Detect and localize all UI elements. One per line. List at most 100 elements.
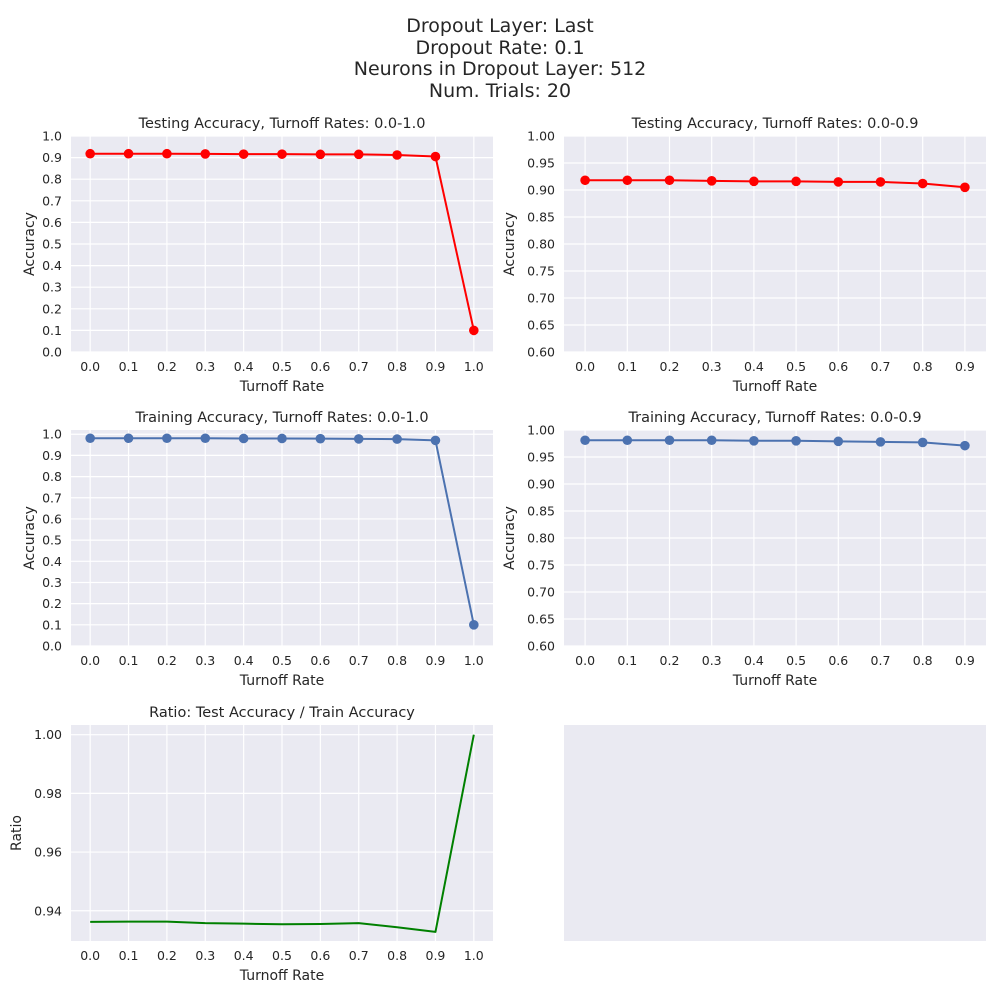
subplot-title: Training Accuracy, Turnoff Rates: 0.0-0.… xyxy=(627,410,921,426)
suptitle-line: Dropout Rate: 0.1 xyxy=(415,36,585,59)
suptitle-line: Neurons in Dropout Layer: 512 xyxy=(353,58,647,80)
y-tick-label: 0.95 xyxy=(527,156,555,171)
y-axis-label: Accuracy xyxy=(22,506,38,570)
data-point xyxy=(875,437,886,447)
x-axis-label: Turnoff Rate xyxy=(732,673,817,689)
x-tick-label: 0.7 xyxy=(349,948,369,963)
y-tick-label: 0.0 xyxy=(42,639,62,654)
x-tick-label: 0.5 xyxy=(272,359,292,374)
x-tick-label: 0.4 xyxy=(234,359,254,374)
x-tick-label: 0.7 xyxy=(871,359,891,374)
x-tick-label: 0.1 xyxy=(119,359,139,374)
data-point xyxy=(162,148,172,159)
y-tick-label: 0.6 xyxy=(42,511,62,526)
y-tick-label: 0.2 xyxy=(42,596,62,611)
x-tick-label: 0.0 xyxy=(80,948,100,963)
y-tick-label: 0.8 xyxy=(42,172,62,187)
x-tick-label: 0.4 xyxy=(744,359,764,374)
x-tick-label: 0.8 xyxy=(387,359,407,374)
series-line xyxy=(585,179,965,189)
data-point xyxy=(315,433,326,444)
x-tick-label: 0.3 xyxy=(195,948,215,963)
data-point xyxy=(200,149,211,159)
y-tick-label: 0.1 xyxy=(42,323,62,338)
y-axis-label: Accuracy xyxy=(502,506,518,570)
x-tick-label: 0.1 xyxy=(119,948,139,963)
y-tick-label: 0.5 xyxy=(42,237,62,252)
y-tick-label: 0.85 xyxy=(527,210,555,225)
x-tick-label: 0.7 xyxy=(349,359,369,374)
x-tick-label: 0.3 xyxy=(702,653,722,668)
x-tick-label: 0.7 xyxy=(349,653,369,668)
data-point xyxy=(875,177,886,187)
y-tick-label: 0.7 xyxy=(42,193,62,208)
y-tick-label: 0.1 xyxy=(42,617,62,632)
x-tick-label: 0.6 xyxy=(310,948,330,963)
y-tick-label: 1.00 xyxy=(34,727,62,742)
x-axis-label: Turnoff Rate xyxy=(239,968,324,984)
data-point xyxy=(430,435,441,446)
data-point xyxy=(85,148,95,159)
y-tick-label: 0.8 xyxy=(42,469,62,484)
suptitle-line: Dropout Layer: Last xyxy=(406,15,594,37)
data-point xyxy=(353,434,364,444)
y-tick-label: 0.98 xyxy=(34,786,62,801)
x-tick-label: 0.2 xyxy=(157,948,177,963)
data-point xyxy=(315,149,326,160)
subplot-title: Testing Accuracy, Turnoff Rates: 0.0-1.0 xyxy=(138,116,426,132)
data-point xyxy=(353,149,364,160)
subplot-train_full: 0.0 0.1 0.2 0.3 0.4 0.5 0.6 0.7 0.8 0.9 1.0 0.0 0.1 0… xyxy=(22,410,493,689)
x-tick-label: 0.0 xyxy=(575,653,595,668)
data-point xyxy=(85,433,95,444)
y-tick-label: 0.60 xyxy=(527,345,555,360)
subplot-test_full: 0.0 0.1 0.2 0.3 0.4 0.5 0.6 0.7 0.8 0.9 1.0 0.0 0.1 0… xyxy=(22,116,493,395)
subplot-train_zoom: 0.0 0.1 0.2 0.3 0.4 0.5 0.6 0.7 0.8 0.9 0.60 0.65 0.… xyxy=(502,410,986,689)
subplot-test_zoom: 0.0 0.1 0.2 0.3 0.4 0.5 0.6 0.7 0.8 0.9 0.60 0.65 0.… xyxy=(502,116,986,395)
y-axis-label: Ratio xyxy=(9,815,25,851)
data-point xyxy=(200,433,211,444)
x-tick-label: 0.9 xyxy=(426,948,446,963)
y-axis-label: Accuracy xyxy=(22,212,38,276)
x-tick-label: 1.0 xyxy=(464,653,484,668)
y-tick-label: 0.85 xyxy=(527,504,555,519)
x-tick-label: 0.8 xyxy=(913,653,933,668)
y-tick-label: 0.2 xyxy=(42,301,62,316)
x-tick-label: 0.5 xyxy=(272,948,292,963)
data-point xyxy=(791,436,801,446)
x-tick-label: 0.3 xyxy=(195,359,215,374)
data-point xyxy=(664,175,675,186)
data-point xyxy=(917,178,928,189)
x-tick-label: 0.9 xyxy=(426,653,446,668)
x-tick-label: 1.0 xyxy=(464,948,484,963)
y-tick-label: 0.75 xyxy=(527,264,555,279)
data-point xyxy=(960,440,970,451)
data-point xyxy=(580,175,590,186)
x-tick-label: 0.6 xyxy=(310,359,330,374)
y-tick-label: 0.0 xyxy=(42,345,62,360)
data-point xyxy=(469,620,479,630)
x-tick-label: 0.4 xyxy=(234,948,254,963)
x-tick-label: 0.1 xyxy=(617,653,637,668)
y-tick-label: 0.95 xyxy=(527,450,555,465)
series-line xyxy=(585,439,965,447)
data-point xyxy=(960,182,970,193)
data-point xyxy=(469,325,479,336)
x-tick-label: 0.1 xyxy=(617,359,637,374)
y-tick-label: 0.70 xyxy=(527,291,555,306)
y-tick-label: 0.70 xyxy=(527,585,555,600)
x-tick-label: 0.2 xyxy=(157,359,177,374)
y-tick-label: 0.90 xyxy=(527,183,555,198)
x-tick-label: 0.2 xyxy=(660,653,680,668)
data-point xyxy=(749,176,759,187)
data-point xyxy=(277,149,287,159)
y-tick-label: 1.0 xyxy=(42,427,62,442)
y-axis-label: Accuracy xyxy=(502,212,518,276)
x-tick-label: 0.4 xyxy=(234,653,254,668)
x-tick-label: 0.5 xyxy=(786,359,806,374)
data-point xyxy=(238,433,249,444)
data-point xyxy=(162,433,172,444)
data-point xyxy=(580,435,590,446)
x-tick-label: 1.0 xyxy=(464,359,484,374)
